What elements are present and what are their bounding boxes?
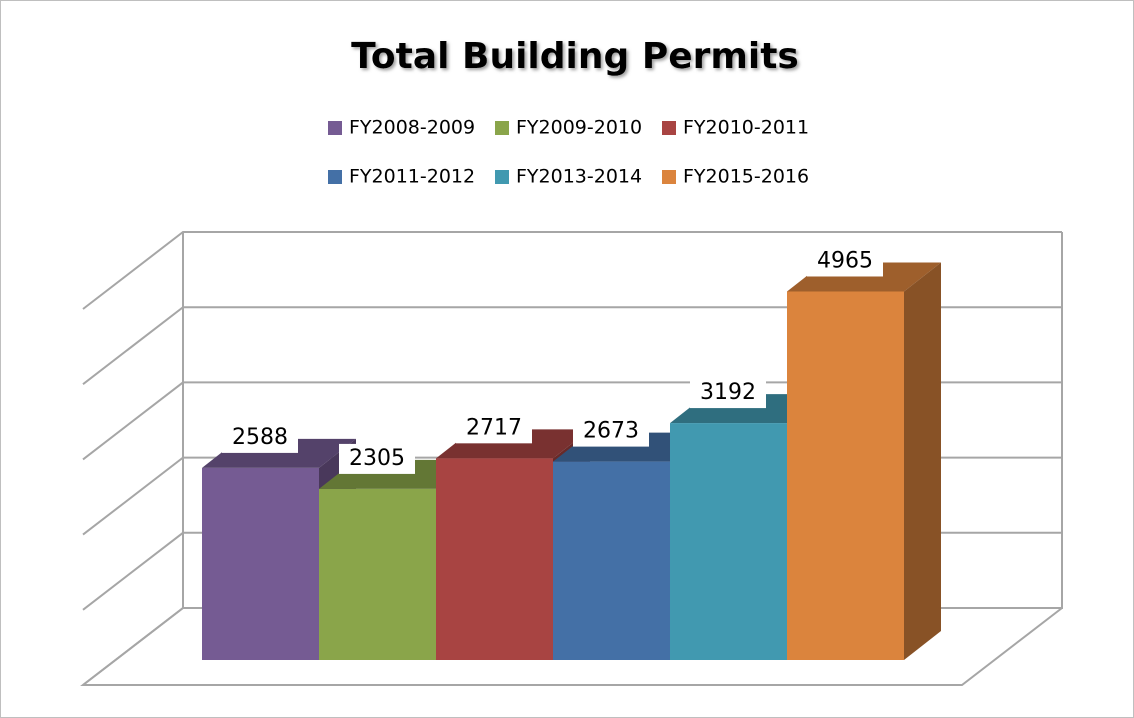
data-label: 2673 (583, 419, 639, 444)
data-label: 3192 (700, 380, 756, 405)
data-label-bg (690, 378, 766, 409)
legend-swatch (662, 170, 676, 184)
legend-swatch (495, 170, 509, 184)
grid-line (82, 306, 1062, 385)
data-label: 2717 (466, 415, 522, 440)
bar (436, 458, 553, 660)
bar-side (904, 262, 941, 660)
data-label-bg (456, 413, 532, 444)
legend-label: FY2015-2016 (683, 166, 809, 188)
grid-line (82, 231, 1062, 310)
data-label-bg (339, 443, 415, 474)
grid-line (82, 381, 1062, 461)
legend-label: FY2008-2009 (349, 117, 475, 139)
legend-label: FY2013-2014 (516, 166, 642, 188)
bar (319, 488, 436, 660)
bar (670, 423, 787, 660)
legend-label: FY2009-2010 (516, 117, 642, 139)
bar (202, 467, 319, 660)
data-label-bg (807, 246, 883, 277)
legend-swatch (495, 121, 509, 135)
legend-label: FY2010-2011 (683, 117, 809, 139)
legend-swatch (328, 121, 342, 135)
data-label: 2305 (349, 446, 405, 471)
data-label-bg (222, 422, 298, 453)
data-label-bg (573, 416, 649, 447)
data-label: 2588 (232, 425, 288, 450)
legend-label: FY2011-2012 (349, 166, 475, 188)
bar (553, 461, 670, 660)
bar (787, 291, 904, 660)
legend-swatch (662, 121, 676, 135)
chart-title: Total Building Permits (351, 36, 799, 77)
legend-swatch (328, 170, 342, 184)
data-label: 4965 (817, 248, 873, 273)
